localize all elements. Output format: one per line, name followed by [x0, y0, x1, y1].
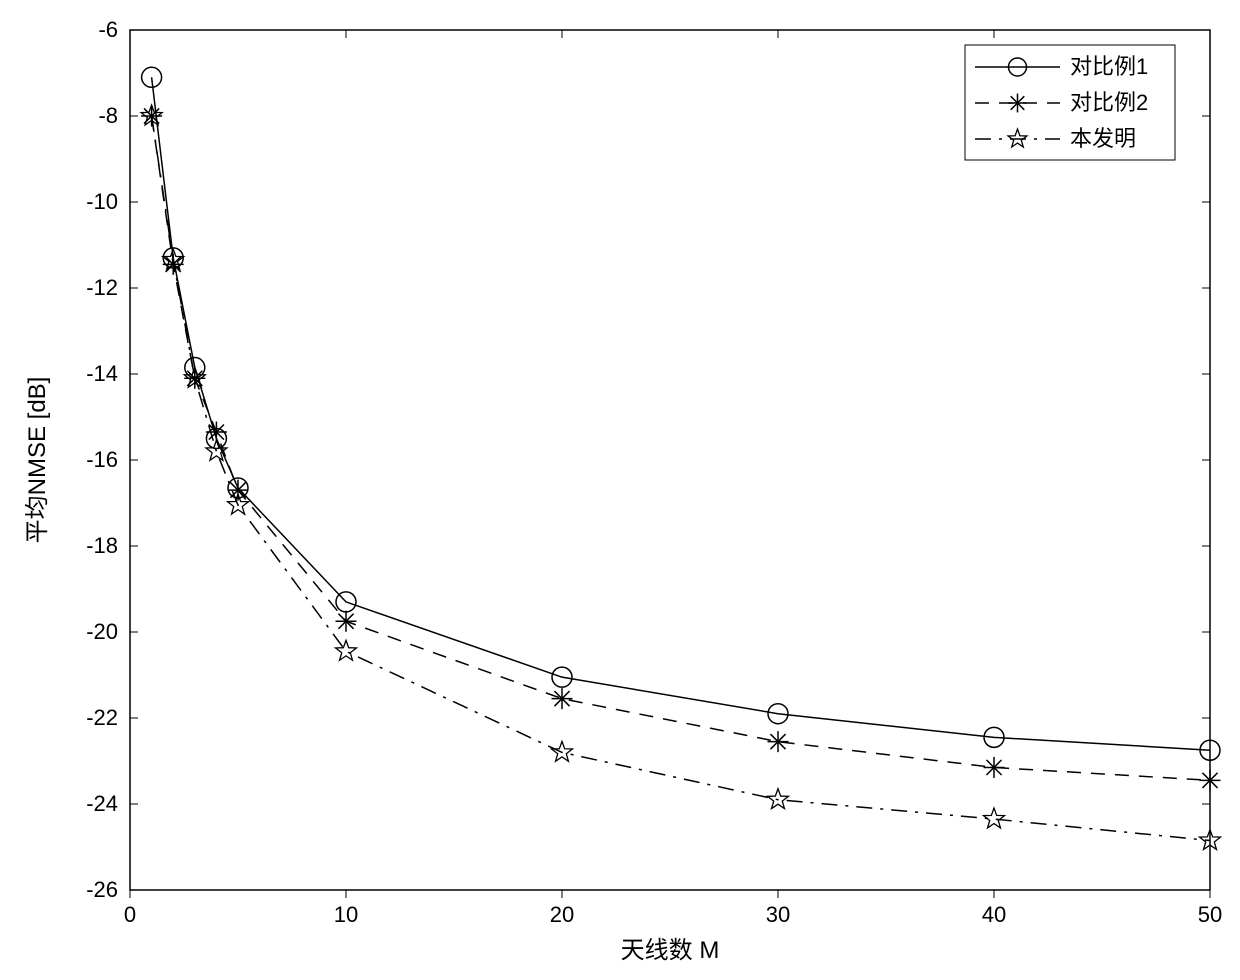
star-marker	[1008, 129, 1027, 147]
series-line	[152, 116, 1210, 841]
x-tick-label: 0	[124, 902, 136, 927]
asterisk-marker	[552, 688, 573, 709]
star-marker	[768, 789, 789, 809]
y-tick-label: -14	[86, 361, 118, 386]
series-line	[152, 77, 1210, 750]
asterisk-marker	[184, 368, 205, 389]
asterisk-marker	[228, 480, 249, 501]
y-tick-label: -22	[86, 705, 118, 730]
y-tick-label: -18	[86, 533, 118, 558]
y-tick-label: -8	[98, 103, 118, 128]
series-0	[142, 67, 1220, 760]
line-chart: 0 10 20 30 40 50 -26 -24 -22 -20 -18 -16 -14 -12 -10 -8…	[0, 0, 1240, 980]
plot-box	[130, 30, 1210, 890]
y-tick-label: -20	[86, 619, 118, 644]
y-tick-label: -26	[86, 877, 118, 902]
asterisk-marker	[1008, 94, 1027, 113]
x-tick-label: 50	[1198, 902, 1222, 927]
y-tick-label: -24	[86, 791, 118, 816]
x-axis-label: 天线数 M	[621, 937, 720, 964]
y-tick-label: -12	[86, 275, 118, 300]
star-marker	[336, 640, 357, 660]
series-line	[152, 116, 1210, 780]
x-tick-label: 20	[550, 902, 574, 927]
legend-label: 对比例1	[1070, 54, 1148, 79]
y-axis-label: 平均NMSE [dB]	[24, 377, 51, 544]
legend-label: 对比例2	[1070, 90, 1148, 115]
x-tick-label: 30	[766, 902, 790, 927]
y-tick-label: -6	[98, 17, 118, 42]
x-tick-label: 10	[334, 902, 358, 927]
asterisk-marker	[336, 611, 357, 632]
asterisk-marker	[984, 757, 1005, 778]
y-tick-label: -10	[86, 189, 118, 214]
series-1	[141, 106, 1220, 791]
asterisk-marker	[768, 731, 789, 752]
y-tick-label: -16	[86, 447, 118, 472]
series-2	[141, 105, 1220, 849]
chart-container: 0 10 20 30 40 50 -26 -24 -22 -20 -18 -16 -14 -12 -10 -8…	[0, 0, 1240, 980]
x-tick-label: 40	[982, 902, 1006, 927]
star-marker	[984, 808, 1005, 828]
star-marker	[552, 741, 573, 761]
legend-label: 本发明	[1070, 126, 1136, 151]
asterisk-marker	[1200, 770, 1221, 791]
